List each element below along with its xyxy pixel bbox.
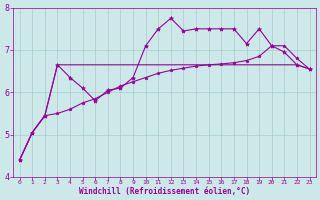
X-axis label: Windchill (Refroidissement éolien,°C): Windchill (Refroidissement éolien,°C) (79, 187, 250, 196)
